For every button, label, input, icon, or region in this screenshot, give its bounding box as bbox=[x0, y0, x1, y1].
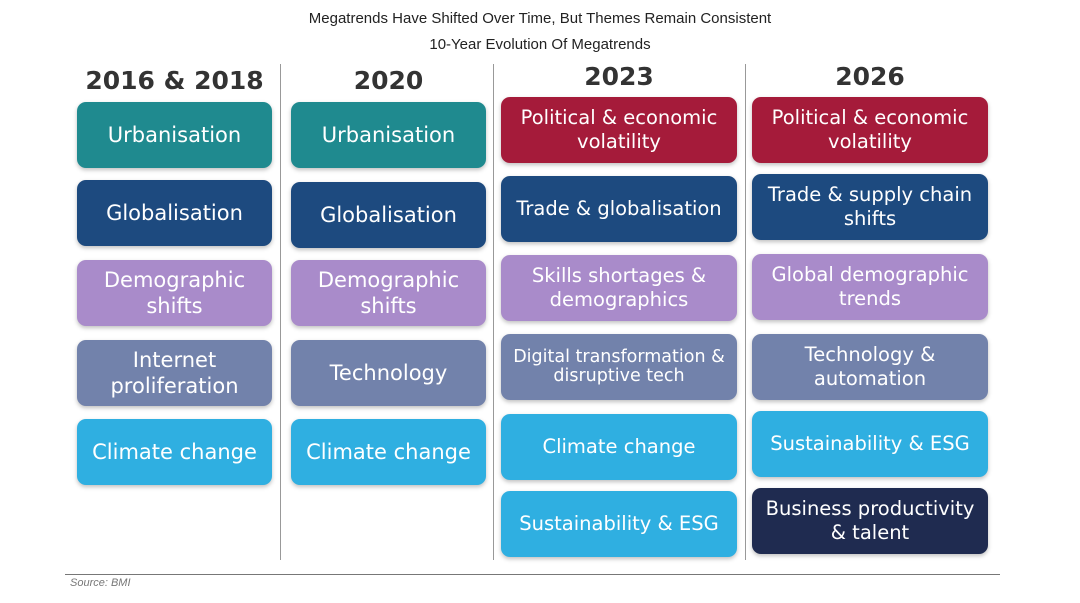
trend-box: Skills shortages & demographics bbox=[501, 255, 737, 321]
separator bbox=[280, 64, 281, 560]
trend-box: Business productivity & talent bbox=[752, 488, 988, 554]
column-heading: 2026 bbox=[835, 62, 905, 91]
column-heading: 2020 bbox=[353, 66, 424, 95]
trend-box: Digital transformation & disruptive tech bbox=[501, 334, 737, 400]
source-note: Source: BMI bbox=[70, 577, 131, 589]
trend-box: Internet proliferation bbox=[77, 340, 272, 406]
trend-box: Climate change bbox=[77, 419, 272, 485]
trend-box: Climate change bbox=[501, 414, 737, 480]
trend-box: Global demographic trends bbox=[752, 254, 988, 320]
trend-box: Political & economic volatility bbox=[501, 97, 737, 163]
separator bbox=[493, 64, 494, 560]
trend-box: Globalisation bbox=[291, 182, 486, 248]
column-heading: 2016 & 2018 bbox=[85, 66, 264, 95]
trend-box: Globalisation bbox=[77, 180, 272, 246]
trend-box: Urbanisation bbox=[291, 102, 486, 168]
trend-box: Political & economic volatility bbox=[752, 97, 988, 163]
trend-box: Urbanisation bbox=[77, 102, 272, 168]
trend-box: Demographic shifts bbox=[291, 260, 486, 326]
column-heading: 2023 bbox=[584, 62, 654, 91]
trend-box: Technology & automation bbox=[752, 334, 988, 400]
trend-box: Sustainability & ESG bbox=[501, 491, 737, 557]
trend-box: Trade & supply chain shifts bbox=[752, 174, 988, 240]
footer-rule bbox=[65, 574, 1000, 575]
trend-box: Sustainability & ESG bbox=[752, 411, 988, 477]
trend-box: Demographic shifts bbox=[77, 260, 272, 326]
subtitle: 10-Year Evolution Of Megatrends bbox=[429, 36, 651, 53]
separator bbox=[745, 64, 746, 560]
trend-box: Technology bbox=[291, 340, 486, 406]
trend-box: Climate change bbox=[291, 419, 486, 485]
title: Megatrends Have Shifted Over Time, But T… bbox=[308, 10, 772, 27]
trend-box: Trade & globalisation bbox=[501, 176, 737, 242]
